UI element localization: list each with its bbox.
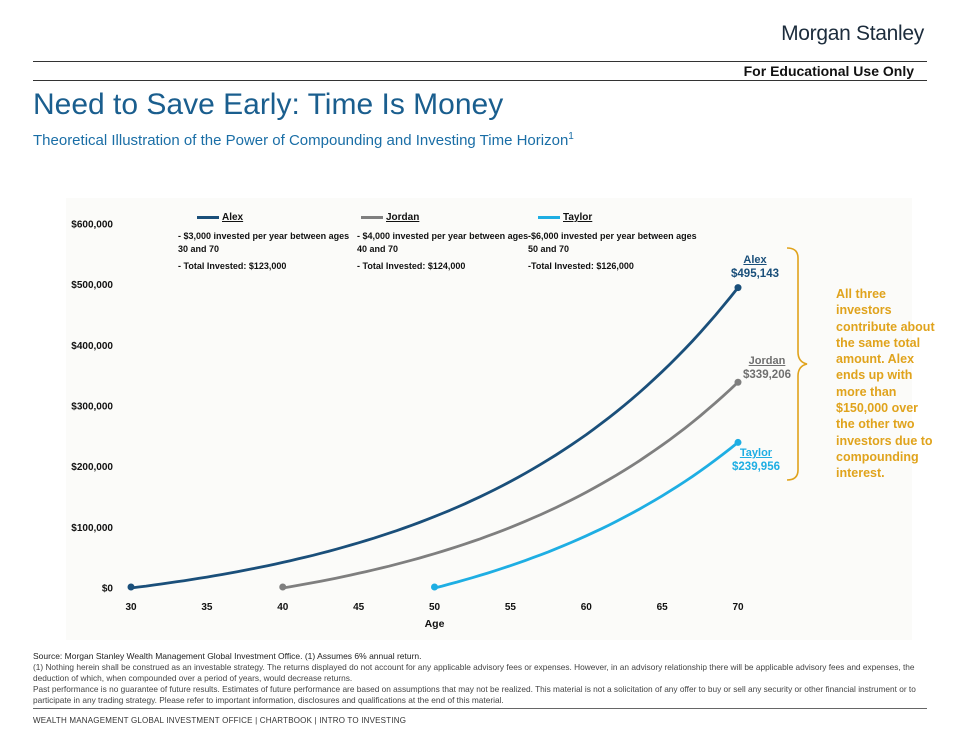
legend-note-taylor-plan: -$6,000 invested per year between ages 5…	[528, 231, 697, 254]
callout-taylor-name: Taylor	[739, 447, 773, 459]
y-tick-label: $600,000	[71, 220, 113, 231]
series-end-point-jordan	[734, 378, 742, 386]
page-title: Need to Save Early: Time Is Money	[33, 88, 504, 121]
legend-note-alex: - $3,000 invested per year between ages …	[178, 230, 353, 273]
y-tick-label: $100,000	[71, 523, 113, 534]
callout-taylor: Taylor $239,956	[721, 446, 791, 474]
legend-note-taylor: -$6,000 invested per year between ages 5…	[528, 230, 703, 273]
legend-item-jordan: Jordan	[361, 212, 419, 223]
x-tick-label: 60	[581, 602, 593, 613]
y-tick-label: $400,000	[71, 341, 113, 352]
disclaimer-notes: (1) Nothing herein shall be construed as…	[33, 662, 928, 706]
x-axis-label: Age	[425, 618, 445, 630]
annotation-bracket	[786, 247, 808, 481]
legend-swatch-taylor	[538, 215, 560, 219]
footnote-performance: Past performance is no guarantee of futu…	[33, 684, 916, 705]
x-tick-label: 70	[732, 602, 744, 613]
x-tick-label: 30	[125, 602, 137, 613]
y-tick-label: $300,000	[71, 402, 113, 413]
y-tick-label: $500,000	[71, 280, 113, 291]
x-tick-label: 50	[429, 602, 441, 613]
brand-logo: Morgan Stanley	[781, 22, 924, 45]
footnote-strategy: (1) Nothing herein shall be construed as…	[33, 662, 915, 683]
callout-jordan-name: Jordan	[748, 355, 786, 367]
series-line-alex	[130, 286, 740, 590]
callout-alex-name: Alex	[743, 254, 767, 266]
legend-item-taylor: Taylor	[538, 212, 592, 223]
legend-note-taylor-total: -Total Invested: $126,000	[528, 261, 634, 271]
chart-background	[66, 198, 912, 640]
legend-note-jordan-plan: - $4,000 invested per year between ages …	[357, 231, 529, 254]
educational-use-label: For Educational Use Only	[743, 63, 914, 79]
subtitle-footnote-marker: 1	[568, 131, 574, 142]
x-tick-label: 55	[505, 602, 517, 613]
legend-item-alex: Alex	[197, 212, 243, 223]
series-start-point-taylor	[431, 583, 438, 591]
series-start-point-jordan	[279, 583, 287, 591]
x-tick-label: 35	[201, 602, 213, 613]
x-tick-label: 40	[277, 602, 289, 613]
y-tick-label: $0	[102, 584, 114, 595]
legend-note-jordan: - $4,000 invested per year between ages …	[357, 230, 532, 273]
page-footer: WEALTH MANAGEMENT GLOBAL INVESTMENT OFFI…	[33, 716, 407, 725]
page-subtitle: Theoretical Illustration of the Power of…	[33, 131, 574, 149]
legend-note-alex-total: - Total Invested: $123,000	[178, 261, 287, 271]
legend-swatch-jordan	[361, 215, 383, 219]
callout-alex: Alex $495,143	[720, 253, 790, 281]
callout-jordan-value: $339,206	[743, 369, 791, 381]
series-end-point-taylor	[734, 438, 742, 446]
x-tick-label: 65	[657, 602, 669, 613]
source-note: Source: Morgan Stanley Wealth Management…	[33, 651, 422, 661]
callout-alex-value: $495,143	[731, 268, 779, 280]
callout-jordan: Jordan $339,206	[732, 354, 802, 382]
legend-swatch-alex	[197, 215, 219, 219]
header-divider	[33, 80, 927, 81]
y-tick-label: $200,000	[71, 462, 113, 473]
x-tick-label: 45	[353, 602, 365, 613]
footer-divider	[33, 708, 927, 709]
legend-note-alex-plan: - $3,000 invested per year between ages …	[178, 231, 350, 254]
series-start-point-alex	[127, 583, 135, 591]
top-divider	[33, 61, 927, 62]
compounding-annotation: All three investors contribute about the…	[836, 287, 935, 481]
series-line-jordan	[282, 381, 739, 590]
series-end-point-alex	[734, 284, 742, 292]
legend-note-jordan-total: - Total Invested: $124,000	[357, 261, 466, 271]
callout-taylor-value: $239,956	[732, 461, 780, 473]
series-line-taylor	[434, 441, 739, 590]
